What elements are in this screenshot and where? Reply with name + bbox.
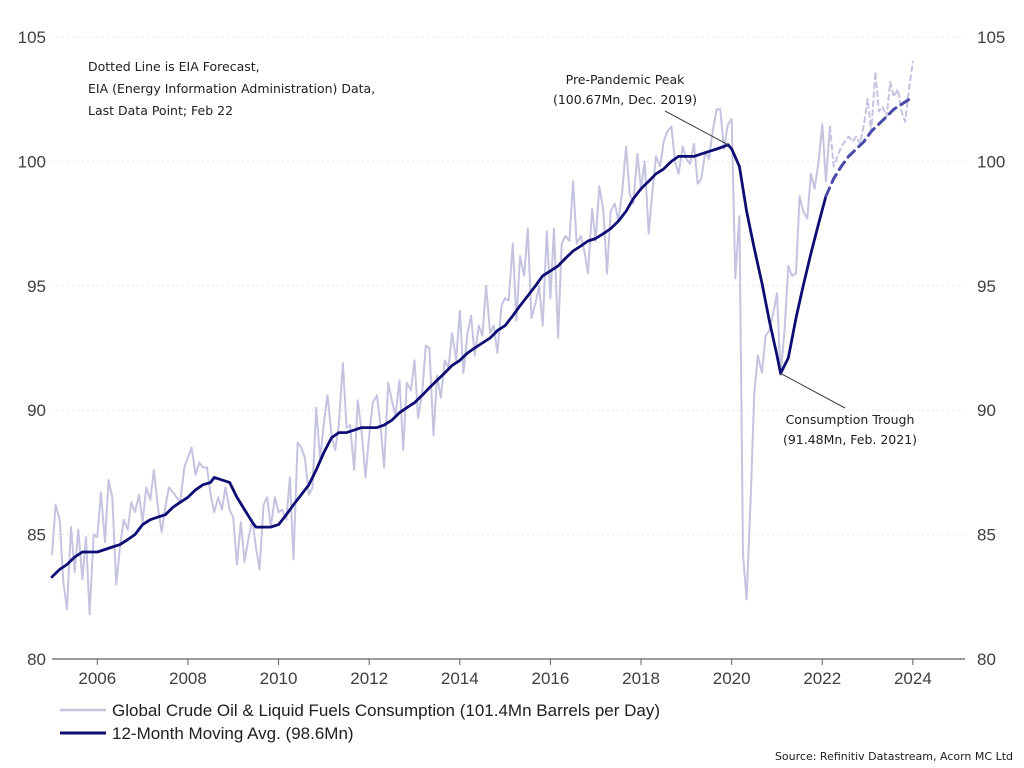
y-tick-label-right: 85 [977, 526, 996, 545]
y-tick-label-left: 85 [27, 526, 46, 545]
legend: Global Crude Oil & Liquid Fuels Consumpt… [60, 701, 660, 743]
x-tick-label: 2022 [803, 669, 841, 688]
y-tick-label-left: 105 [18, 28, 46, 47]
y-tick-label-right: 100 [977, 152, 1005, 171]
x-tick-label: 2012 [350, 669, 388, 688]
legend-label-monthly: Global Crude Oil & Liquid Fuels Consumpt… [112, 701, 660, 720]
y-tick-label-right: 90 [977, 401, 996, 420]
x-tick-label: 2020 [713, 669, 751, 688]
y-tick-label-left: 95 [27, 277, 46, 296]
legend-label-average: 12-Month Moving Avg. (98.6Mn) [112, 724, 354, 743]
x-tick-label: 2024 [894, 669, 932, 688]
series-line-average [50, 143, 828, 579]
x-tick-label: 2010 [260, 669, 298, 688]
annotation-leader-line [780, 372, 846, 409]
note-line-2: EIA (Energy Information Administration) … [88, 81, 375, 96]
y-tick-label-left: 100 [18, 152, 46, 171]
gridlines [52, 36, 965, 536]
x-tick-label: 2014 [441, 669, 479, 688]
annotation-label: (91.48Mn, Feb. 2021) [783, 432, 917, 447]
y-axis-right-ticks: 80 85 90 95 100 105 [977, 28, 1005, 669]
series-line-monthly [51, 108, 831, 616]
x-tick-label: 2018 [622, 669, 660, 688]
source-text: Source: Refinitiv Datastream, Acorn MC L… [775, 750, 1013, 763]
notes-block: Dotted Line is EIA Forecast, EIA (Energy… [88, 59, 375, 118]
x-axis-ticks: 2006 2008 2010 2012 2014 2016 2018 2020 2022 2024 [78, 659, 932, 688]
x-tick-label: 2006 [78, 669, 116, 688]
series-lines [50, 60, 914, 616]
y-tick-label-right: 80 [977, 650, 996, 669]
y-axis-left-ticks: 80 85 90 95 100 105 [18, 28, 46, 669]
annotation-label: Consumption Trough [786, 412, 915, 427]
note-line-3: Last Data Point; Feb 22 [88, 103, 233, 118]
x-tick-label: 2016 [531, 669, 569, 688]
y-tick-label-left: 90 [27, 401, 46, 420]
y-tick-label-left: 80 [27, 650, 46, 669]
x-tick-label: 2008 [169, 669, 207, 688]
y-tick-label-right: 105 [977, 28, 1005, 47]
annotation-leader-line [664, 110, 729, 146]
annotation-label: (100.67Mn, Dec. 2019) [553, 92, 697, 107]
annotation-label: Pre-Pandemic Peak [566, 72, 686, 87]
series-line-monthly-forecast [829, 60, 914, 168]
y-tick-label-right: 95 [977, 277, 996, 296]
series-line-average-forecast [824, 97, 911, 198]
annotations: Pre-Pandemic Peak (100.67Mn, Dec. 2019) Co… [553, 72, 917, 447]
note-line-1: Dotted Line is EIA Forecast, [88, 59, 260, 74]
